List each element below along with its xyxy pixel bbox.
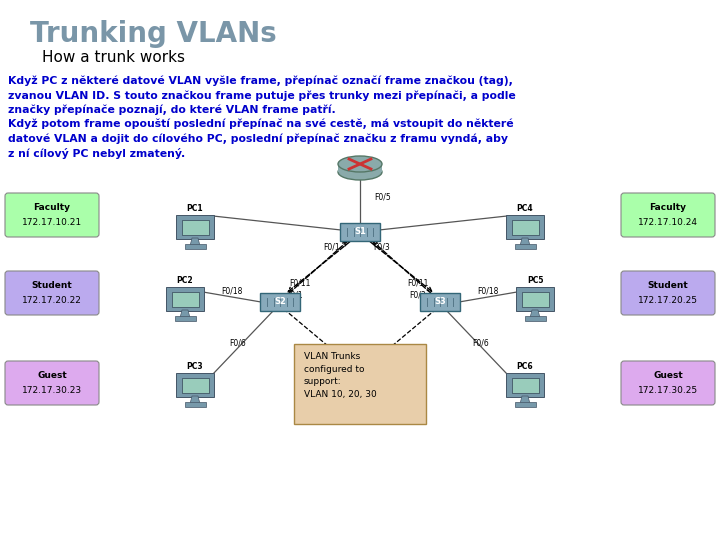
FancyBboxPatch shape (5, 271, 99, 315)
FancyBboxPatch shape (521, 292, 549, 307)
Text: F0/3: F0/3 (374, 243, 390, 252)
Text: 172.17.10.21: 172.17.10.21 (22, 218, 82, 227)
Text: Trunking VLANs: Trunking VLANs (30, 20, 276, 48)
Text: F0/18: F0/18 (477, 287, 499, 296)
Text: 172.17.20.25: 172.17.20.25 (638, 296, 698, 305)
Text: PC5: PC5 (527, 276, 544, 285)
Text: PC6: PC6 (517, 362, 534, 371)
Text: S3: S3 (434, 298, 446, 307)
FancyBboxPatch shape (516, 287, 554, 311)
Text: Faculty: Faculty (649, 203, 686, 212)
Text: Student: Student (32, 281, 73, 290)
FancyBboxPatch shape (506, 215, 544, 239)
Text: F0/11: F0/11 (289, 279, 311, 288)
FancyBboxPatch shape (260, 293, 300, 311)
Polygon shape (520, 238, 530, 246)
FancyBboxPatch shape (184, 402, 205, 407)
FancyBboxPatch shape (181, 219, 209, 234)
Text: S2: S2 (274, 298, 286, 307)
FancyBboxPatch shape (621, 361, 715, 405)
FancyBboxPatch shape (340, 223, 380, 241)
Text: F0/6: F0/6 (472, 338, 490, 347)
Text: How a trunk works: How a trunk works (42, 50, 185, 65)
Text: Guest: Guest (37, 371, 67, 380)
FancyBboxPatch shape (621, 193, 715, 237)
Ellipse shape (338, 156, 382, 172)
Text: PC3: PC3 (186, 362, 203, 371)
Text: F0/18: F0/18 (221, 287, 243, 296)
Text: PC4: PC4 (517, 204, 534, 213)
Text: Guest: Guest (653, 371, 683, 380)
FancyBboxPatch shape (181, 377, 209, 393)
Text: 172.17.10.24: 172.17.10.24 (638, 218, 698, 227)
Text: Když PC z některé datové VLAN vyšle frame, přepínač označí frame značkou (tag),
: Když PC z některé datové VLAN vyšle fram… (8, 76, 516, 159)
Ellipse shape (338, 164, 382, 180)
FancyBboxPatch shape (166, 287, 204, 311)
FancyBboxPatch shape (511, 377, 539, 393)
Text: Faculty: Faculty (34, 203, 71, 212)
FancyBboxPatch shape (621, 271, 715, 315)
Polygon shape (530, 310, 540, 318)
Text: F0/3: F0/3 (409, 290, 426, 299)
Text: S1: S1 (354, 227, 366, 237)
FancyBboxPatch shape (176, 373, 214, 397)
Polygon shape (520, 396, 530, 404)
FancyBboxPatch shape (5, 193, 99, 237)
FancyBboxPatch shape (176, 215, 214, 239)
Text: F0/6: F0/6 (230, 338, 246, 347)
Text: F0/1: F0/1 (286, 290, 302, 299)
FancyBboxPatch shape (524, 315, 546, 321)
Text: F0/5: F0/5 (374, 193, 391, 202)
Text: 172.17.30.23: 172.17.30.23 (22, 386, 82, 395)
FancyBboxPatch shape (511, 219, 539, 234)
Text: PC1: PC1 (186, 204, 203, 213)
Text: Student: Student (647, 281, 688, 290)
FancyBboxPatch shape (506, 373, 544, 397)
FancyBboxPatch shape (184, 244, 205, 248)
Text: 172.17.20.22: 172.17.20.22 (22, 296, 82, 305)
FancyBboxPatch shape (420, 293, 460, 311)
FancyBboxPatch shape (515, 402, 536, 407)
FancyBboxPatch shape (294, 344, 426, 424)
FancyBboxPatch shape (5, 361, 99, 405)
FancyBboxPatch shape (515, 244, 536, 248)
Polygon shape (180, 310, 190, 318)
Text: F0/1: F0/1 (324, 243, 341, 252)
Text: VLAN Trunks
configured to
support:
VLAN 10, 20, 30: VLAN Trunks configured to support: VLAN … (304, 352, 377, 399)
FancyBboxPatch shape (174, 315, 196, 321)
Text: 172.17.30.25: 172.17.30.25 (638, 386, 698, 395)
FancyBboxPatch shape (171, 292, 199, 307)
Polygon shape (190, 396, 200, 404)
Text: PC2: PC2 (176, 276, 193, 285)
Text: F0/11: F0/11 (408, 279, 428, 288)
Polygon shape (190, 238, 200, 246)
Polygon shape (338, 164, 382, 172)
